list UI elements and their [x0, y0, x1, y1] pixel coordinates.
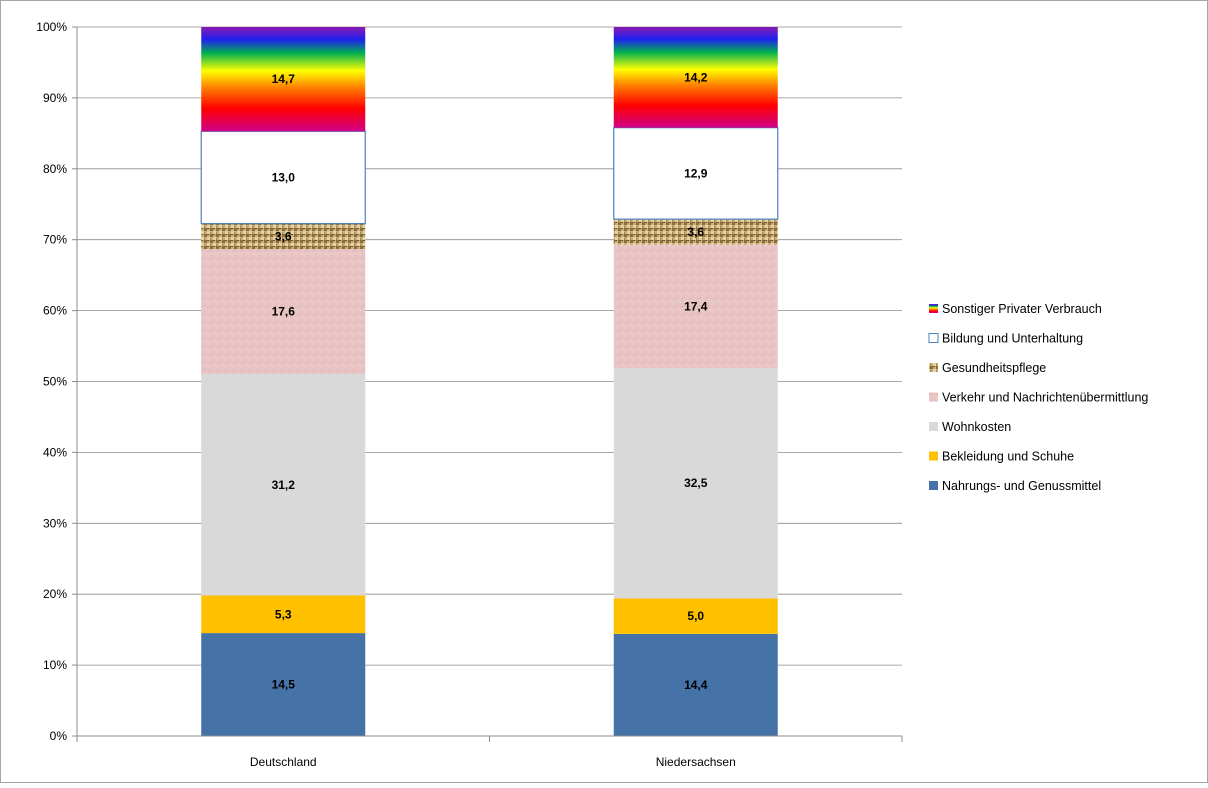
data-label: 3,6 [687, 225, 704, 239]
legend-item-gesundheitspflege[interactable]: Gesundheitspflege [929, 361, 1046, 375]
legend-label: Sonstiger Privater Verbrauch [942, 302, 1102, 316]
y-tick-label: 0% [50, 729, 68, 743]
bar-segment-niedersachsen-nahrungs-und-genussmittel[interactable] [613, 633, 778, 736]
legend-swatch [928, 333, 939, 343]
data-label: 31,2 [272, 478, 296, 492]
data-label: 5,0 [687, 609, 704, 623]
legend-item-bekleidung-und-schuhe[interactable]: Bekleidung und Schuhe [929, 450, 1074, 464]
data-label: 3,6 [275, 229, 292, 243]
data-label: 5,3 [275, 607, 292, 621]
y-tick-label: 20% [43, 587, 67, 601]
legend-swatch [929, 422, 938, 431]
data-label: 32,5 [684, 476, 708, 490]
legend-item-bildung-und-unterhaltung[interactable]: Bildung und Unterhaltung [928, 332, 1083, 346]
legend-label: Wohnkosten [942, 420, 1011, 434]
bar-segment-niedersachsen-bildung-und-unterhaltung[interactable] [613, 127, 779, 220]
legend-swatch [929, 304, 938, 313]
bar-segment-niedersachsen-sonstiger-privater-verbrauch[interactable] [613, 27, 778, 128]
legend-swatch [929, 392, 938, 402]
legend-item-wohnkosten[interactable]: Wohnkosten [929, 420, 1011, 434]
data-label: 14,2 [684, 70, 708, 84]
data-label: 14,5 [272, 678, 296, 692]
y-tick-label: 10% [43, 658, 67, 672]
bar-segment-deutschland-verkehr-und-nachrichten-bermittlung[interactable] [201, 249, 366, 375]
data-label: 14,7 [272, 72, 296, 86]
category-label-deutschland: Deutschland [250, 755, 317, 769]
y-tick-label: 80% [43, 162, 67, 176]
y-tick-label: 100% [36, 20, 67, 34]
data-label: 17,4 [684, 299, 708, 313]
legend-swatch [929, 451, 938, 461]
legend-item-nahrungs-und-genussmittel[interactable]: Nahrungs- und Genussmittel [929, 479, 1101, 493]
legend-item-sonstiger-privater-verbrauch[interactable]: Sonstiger Privater Verbrauch [929, 302, 1102, 316]
legend-label: Bildung und Unterhaltung [942, 332, 1083, 346]
data-label: 14,4 [684, 678, 708, 692]
data-label: 13,0 [272, 170, 296, 184]
bar-segment-deutschland-wohnkosten[interactable] [201, 374, 366, 596]
y-tick-label: 50% [43, 375, 67, 389]
y-tick-label: 40% [43, 445, 67, 459]
bar-segment-niedersachsen-gesundheitspflege[interactable] [613, 219, 778, 245]
y-tick-label: 70% [43, 233, 67, 247]
category-label-niedersachsen: Niedersachsen [656, 755, 736, 769]
bar-segment-niedersachsen-wohnkosten[interactable] [613, 368, 778, 599]
y-tick-label: 60% [43, 304, 67, 318]
bar-segment-niedersachsen-verkehr-und-nachrichten-bermittlung[interactable] [613, 244, 778, 369]
legend-label: Bekleidung und Schuhe [942, 450, 1074, 464]
y-tick-label: 90% [43, 91, 67, 105]
bar-segment-deutschland-bildung-und-unterhaltung[interactable] [200, 130, 366, 225]
data-label: 17,6 [272, 305, 296, 319]
bar-segment-deutschland-nahrungs-und-genussmittel[interactable] [201, 633, 366, 736]
legend-label: Verkehr und Nachrichtenübermittlung [942, 391, 1148, 405]
legend-label: Nahrungs- und Genussmittel [942, 479, 1101, 493]
y-tick-label: 30% [43, 516, 67, 530]
legend-swatch [929, 363, 938, 372]
legend-item-verkehr-und-nachrichten-bermittlung[interactable]: Verkehr und Nachrichtenübermittlung [929, 391, 1148, 405]
bar-segment-deutschland-gesundheitspflege[interactable] [201, 223, 366, 250]
legend-label: Gesundheitspflege [942, 361, 1046, 375]
data-label: 12,9 [684, 166, 708, 180]
bar-segment-deutschland-bekleidung-und-schuhe[interactable] [201, 595, 366, 634]
bar-segment-niedersachsen-bekleidung-und-schuhe[interactable] [613, 598, 778, 634]
legend-swatch [929, 481, 938, 490]
bar-segment-deutschland-sonstiger-privater-verbrauch[interactable] [201, 27, 366, 132]
